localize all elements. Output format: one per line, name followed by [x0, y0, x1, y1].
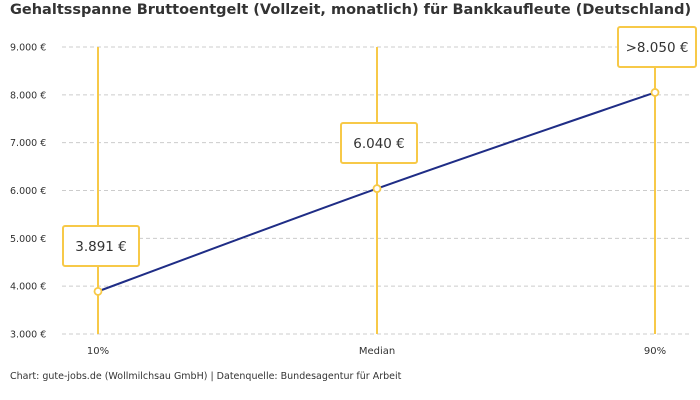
x-axis: 10% Median 90%	[87, 346, 666, 357]
data-points	[93, 88, 660, 296]
data-label: 3.891 €	[75, 239, 127, 255]
chart-source: Chart: gute-jobs.de (Wollmilchsau GmbH) …	[10, 371, 402, 382]
chart-title: Gehaltsspanne Bruttoentgelt (Vollzeit, m…	[10, 2, 692, 18]
data-point	[93, 286, 103, 296]
y-tick-label: 9.000 €	[10, 43, 46, 54]
x-tick-label: 90%	[644, 346, 666, 357]
data-point	[372, 184, 382, 193]
data-labels: 3.891 € 6.040 € >8.050 €	[62, 26, 697, 267]
y-tick-label: 4.000 €	[10, 282, 46, 293]
x-tick-label: Median	[359, 346, 395, 357]
data-label: >8.050 €	[626, 40, 689, 56]
data-label-box	[62, 225, 140, 267]
y-tick-label: 8.000 €	[10, 90, 46, 101]
y-tick-label: 6.000 €	[10, 186, 46, 197]
y-tick-label: 5.000 €	[10, 234, 46, 245]
y-tick-label: 7.000 €	[10, 138, 46, 149]
data-label-box	[340, 122, 418, 164]
data-label-box	[617, 26, 697, 68]
y-axis: 3.000 € 4.000 € 5.000 € 6.000 € 7.000 € 8.000…	[10, 43, 46, 341]
data-label: 6.040 €	[353, 136, 405, 152]
data-point	[650, 88, 660, 97]
y-tick-label: 3.000 €	[10, 330, 46, 341]
x-tick-label: 10%	[87, 346, 109, 357]
